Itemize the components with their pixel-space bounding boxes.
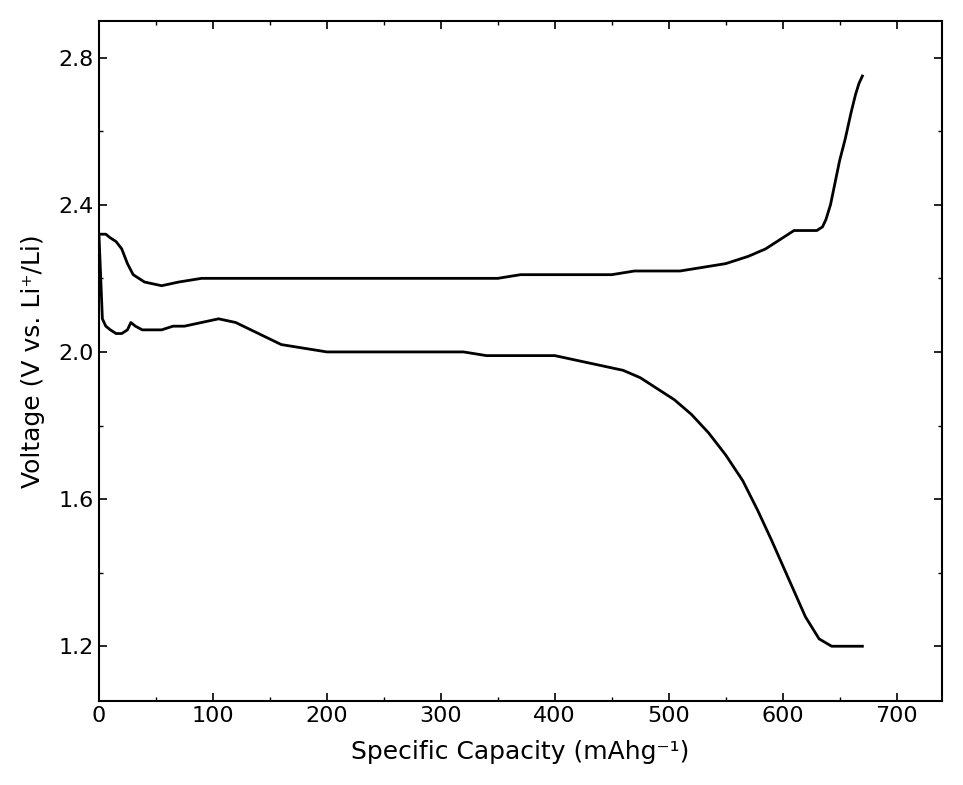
Y-axis label: Voltage (V vs. Li⁺/Li): Voltage (V vs. Li⁺/Li): [21, 234, 45, 488]
X-axis label: Specific Capacity (mAhg⁻¹): Specific Capacity (mAhg⁻¹): [351, 740, 690, 764]
